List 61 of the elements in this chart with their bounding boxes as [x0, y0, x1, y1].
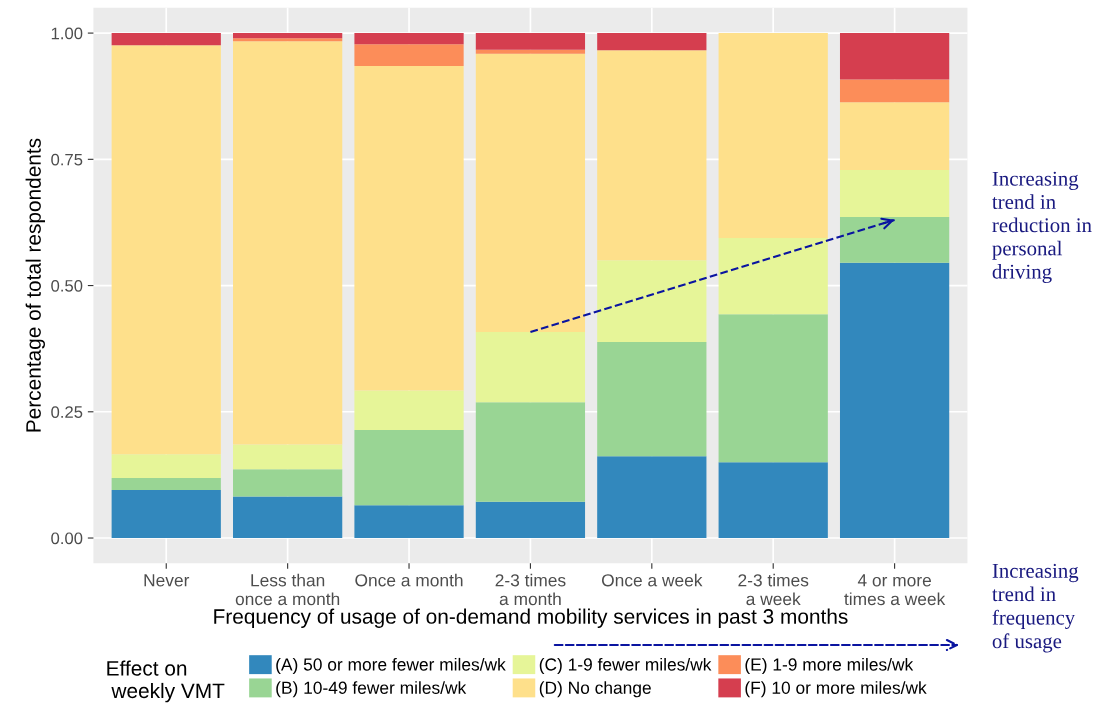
- x-tick-label: 2-3 times a month: [495, 573, 566, 606]
- bar: [839, 33, 950, 80]
- bar: [354, 429, 464, 506]
- y-tick-label: 0.50: [51, 279, 83, 292]
- bar: [111, 45, 221, 455]
- bar: [597, 33, 707, 51]
- bar: [354, 33, 464, 45]
- x-tick-label: Never: [144, 574, 190, 587]
- bar: [839, 102, 950, 170]
- bar: [597, 260, 707, 343]
- x-tick-label: 2-3 times a week: [738, 573, 809, 606]
- bar: [475, 49, 586, 54]
- bar: [233, 38, 343, 42]
- bar: [111, 454, 221, 478]
- legend-title: Effect on weekly VMT: [107, 660, 225, 703]
- x-tick-label: Less than once a month: [235, 573, 340, 606]
- bar: [475, 332, 586, 403]
- bar: [718, 33, 828, 239]
- bar: [597, 342, 707, 457]
- bar: [233, 496, 343, 539]
- bar: [354, 390, 464, 430]
- bar: [839, 79, 950, 103]
- bar: [597, 456, 707, 539]
- x-tick-label: Once a month: [355, 573, 463, 587]
- bar: [839, 169, 950, 217]
- y-axis-title: Percentage of total respondents: [25, 138, 45, 432]
- bar: [475, 53, 586, 333]
- y-tick-label: 1.00: [51, 27, 83, 40]
- bar: [597, 50, 707, 261]
- y-tick-label: 0.00: [51, 532, 83, 545]
- x-tick-label: Once a week: [601, 573, 703, 587]
- legend-label: (A) 50 or more fewer miles/wk: [276, 657, 506, 675]
- bar: [354, 65, 464, 391]
- bar: [475, 33, 586, 50]
- bar: [233, 469, 343, 497]
- legend-label: (B) 10-49 fewer miles/wk: [276, 681, 467, 698]
- bar: [233, 444, 343, 470]
- legend-label: (C) 1-9 fewer miles/wk: [539, 657, 712, 675]
- bar: [111, 477, 221, 491]
- bar: [354, 44, 464, 66]
- bar: [233, 41, 343, 445]
- legend-label: (F) 10 or more miles/wk: [745, 681, 927, 698]
- bar: [111, 33, 221, 46]
- text: Increasing trend in frequency of usage: [992, 563, 1079, 653]
- x-axis-title: Frequency of usage of on-demand mobility services in past 3 months: [214, 608, 848, 628]
- bar: [475, 501, 586, 539]
- bar: [354, 505, 464, 539]
- bar: [233, 33, 343, 39]
- bar: [718, 314, 828, 463]
- x-tick-label: 4 or more times a week: [844, 574, 946, 606]
- bar: [718, 238, 828, 315]
- bar: [718, 462, 828, 539]
- legend-label: (E) 1-9 more miles/wk: [745, 657, 914, 675]
- y-tick-label: 0.75: [51, 153, 83, 166]
- bar: [839, 216, 950, 263]
- bar: [111, 490, 221, 539]
- bar: [475, 402, 586, 502]
- y-tick-label: 0.25: [51, 406, 83, 418]
- legend-label: (D) No change: [539, 681, 651, 698]
- bar: [839, 262, 950, 539]
- text: Increasing trend in reduction in personal driving: [992, 171, 1092, 283]
